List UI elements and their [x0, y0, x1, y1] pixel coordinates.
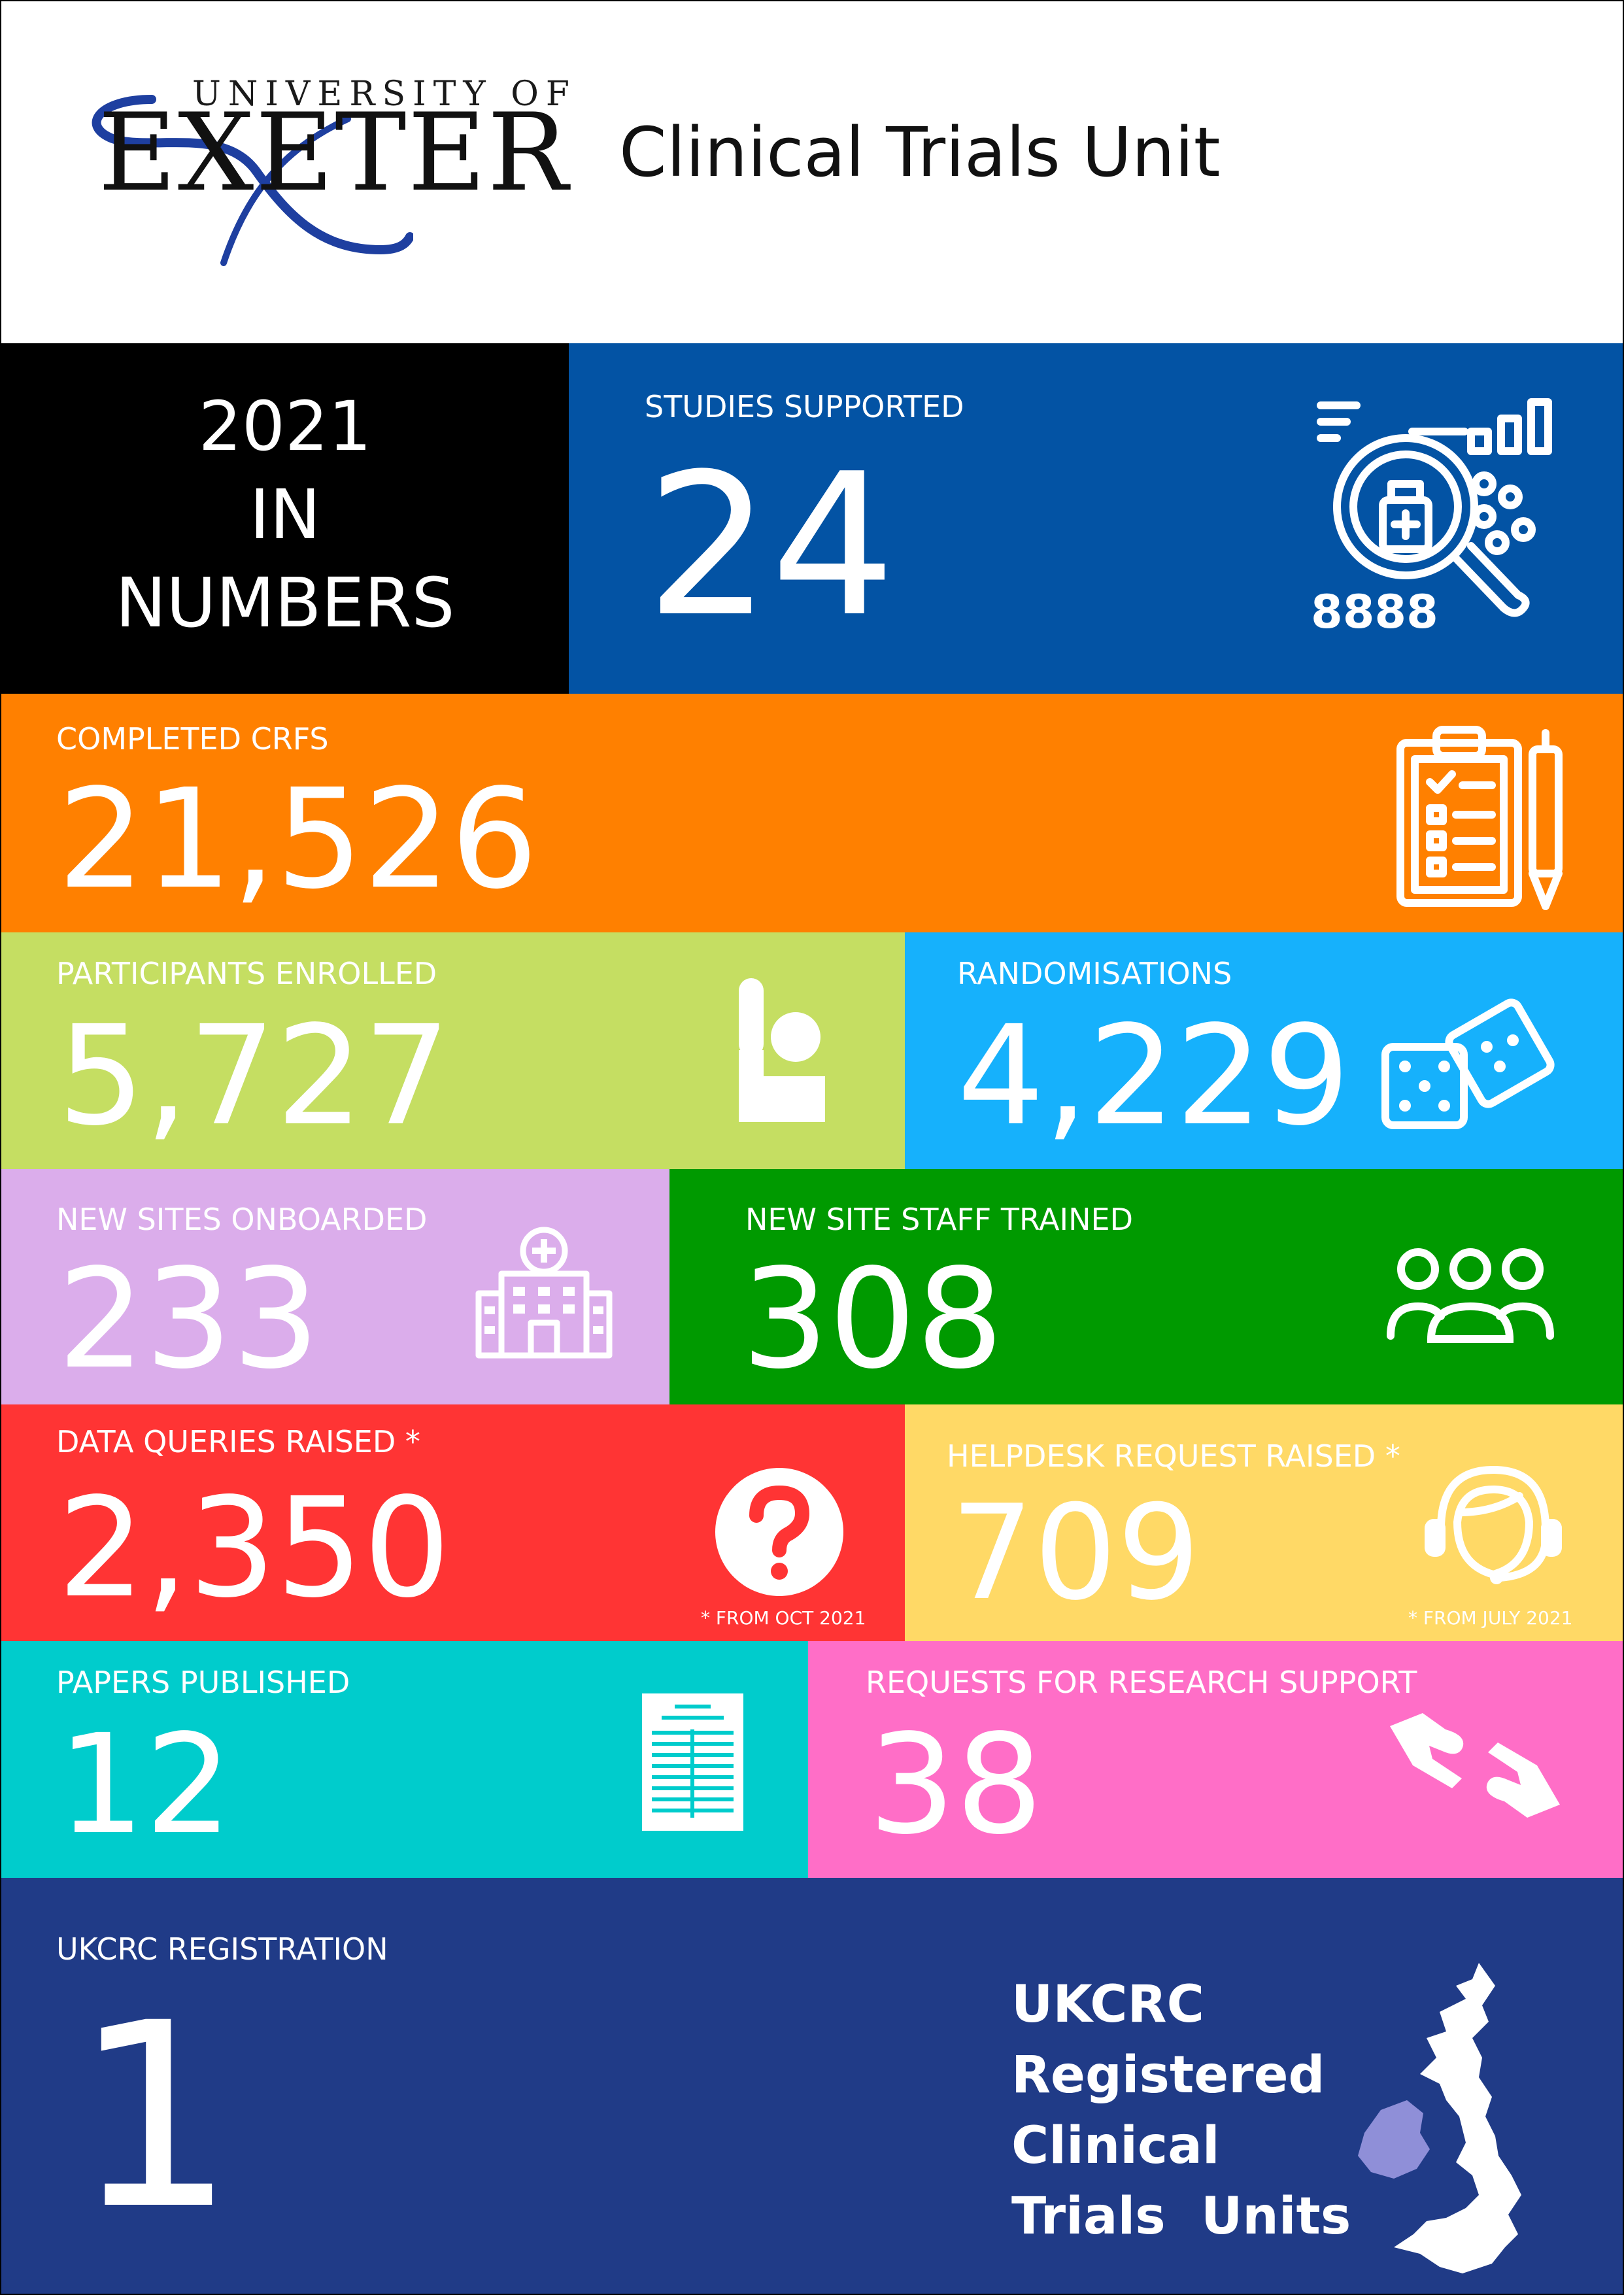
ukcrc-badge-line1: UKCRC	[1011, 1975, 1204, 2034]
crfs-label: COMPLETED CRFS	[56, 721, 329, 756]
participants-label: PARTICIPANTS ENROLLED	[56, 956, 437, 991]
logo-university-of: UNIVERSITY OF	[192, 75, 577, 114]
tile-completed-crfs: COMPLETED CRFS 21,526	[1, 694, 1623, 932]
staff-label: NEW SITE STAFF TRAINED	[745, 1202, 1133, 1237]
participants-value: 5,727	[58, 996, 451, 1156]
tile-randomisations: RANDOMISATIONS 4,229	[905, 932, 1623, 1169]
sites-label: NEW SITES ONBOARDED	[56, 1202, 428, 1237]
logo-exeter: EXETER	[98, 90, 569, 215]
papers-label: PAPERS PUBLISHED	[56, 1665, 350, 1700]
ukcrc-badge-line3: Clinical	[1011, 2116, 1220, 2175]
ukcrc-label: UKCRC REGISTRATION	[56, 1931, 388, 1967]
tile-new-sites: NEW SITES ONBOARDED 233	[1, 1169, 669, 1404]
studies-value: 24	[646, 432, 896, 660]
header: UNIVERSITY OF EXETER Clinical Trials Uni…	[1, 1, 1623, 343]
ukcrc-value: 1	[73, 1968, 236, 2265]
ukcrc-badge-line2: Registered	[1011, 2046, 1325, 2105]
randomisations-value: 4,229	[957, 996, 1351, 1156]
tile-research-support: REQUESTS FOR RESEARCH SUPPORT 38	[808, 1641, 1623, 1878]
tile-papers-published: PAPERS PUBLISHED 12	[1, 1641, 808, 1878]
intro-year: 2021	[198, 386, 372, 466]
papers-value: 12	[58, 1705, 233, 1865]
headset-agent-icon	[1425, 1465, 1562, 1584]
tile-studies-supported: STUDIES SUPPORTED 24 8888	[569, 343, 1623, 694]
unit-title: Clinical Trials Unit	[619, 112, 1221, 192]
studies-label: STUDIES SUPPORTED	[645, 389, 964, 424]
helpdesk-value: 709	[951, 1477, 1200, 1629]
staff-value: 308	[741, 1239, 1004, 1399]
tile-ukcrc-registration: UKCRC REGISTRATION 1 UKCRC Registered Cl…	[1, 1878, 1623, 2294]
helpdesk-note: * FROM JULY 2021	[1408, 1607, 1573, 1629]
svg-text:8888: 8888	[1311, 585, 1438, 639]
crfs-value: 21,526	[58, 759, 538, 919]
queries-note: * FROM OCT 2021	[701, 1607, 866, 1629]
group-people-icon	[1387, 1248, 1554, 1343]
tile-new-site-staff: NEW SITE STAFF TRAINED 308	[669, 1169, 1623, 1404]
clipboard-checklist-icon	[1396, 726, 1563, 910]
tile-helpdesk: HELPDESK REQUEST RAISED * 709 * FROM JUL…	[905, 1404, 1623, 1641]
sites-value: 233	[58, 1239, 320, 1399]
question-mark-icon	[715, 1468, 843, 1596]
dice-icon	[1381, 998, 1555, 1129]
helpdesk-label: HELPDESK REQUEST RAISED *	[947, 1438, 1400, 1474]
document-icon	[642, 1693, 743, 1831]
hospital-icon	[475, 1227, 613, 1359]
raised-hand-person-icon	[739, 978, 825, 1122]
tile-intro: 2021 IN NUMBERS	[1, 343, 569, 694]
randomisations-label: RANDOMISATIONS	[957, 956, 1232, 991]
tile-participants-enrolled: PARTICIPANTS ENROLLED 5,727	[1, 932, 905, 1169]
intro-numbers: NUMBERS	[115, 563, 455, 643]
support-label: REQUESTS FOR RESEARCH SUPPORT	[866, 1665, 1417, 1700]
logo-swoosh-icon	[92, 95, 413, 266]
queries-value: 2,350	[58, 1468, 451, 1628]
uk-map-icon	[1358, 1963, 1521, 2273]
tile-data-queries: DATA QUERIES RAISED * 2,350 * FROM OCT 2…	[1, 1404, 905, 1641]
queries-label: DATA QUERIES RAISED *	[56, 1424, 420, 1459]
research-magnifier-icon: 8888	[1311, 398, 1552, 639]
helping-hands-icon	[1390, 1713, 1560, 1818]
ukcrc-badge-line4: Trials Units	[1011, 2187, 1351, 2246]
support-value: 38	[868, 1705, 1043, 1865]
intro-in: IN	[249, 475, 321, 555]
